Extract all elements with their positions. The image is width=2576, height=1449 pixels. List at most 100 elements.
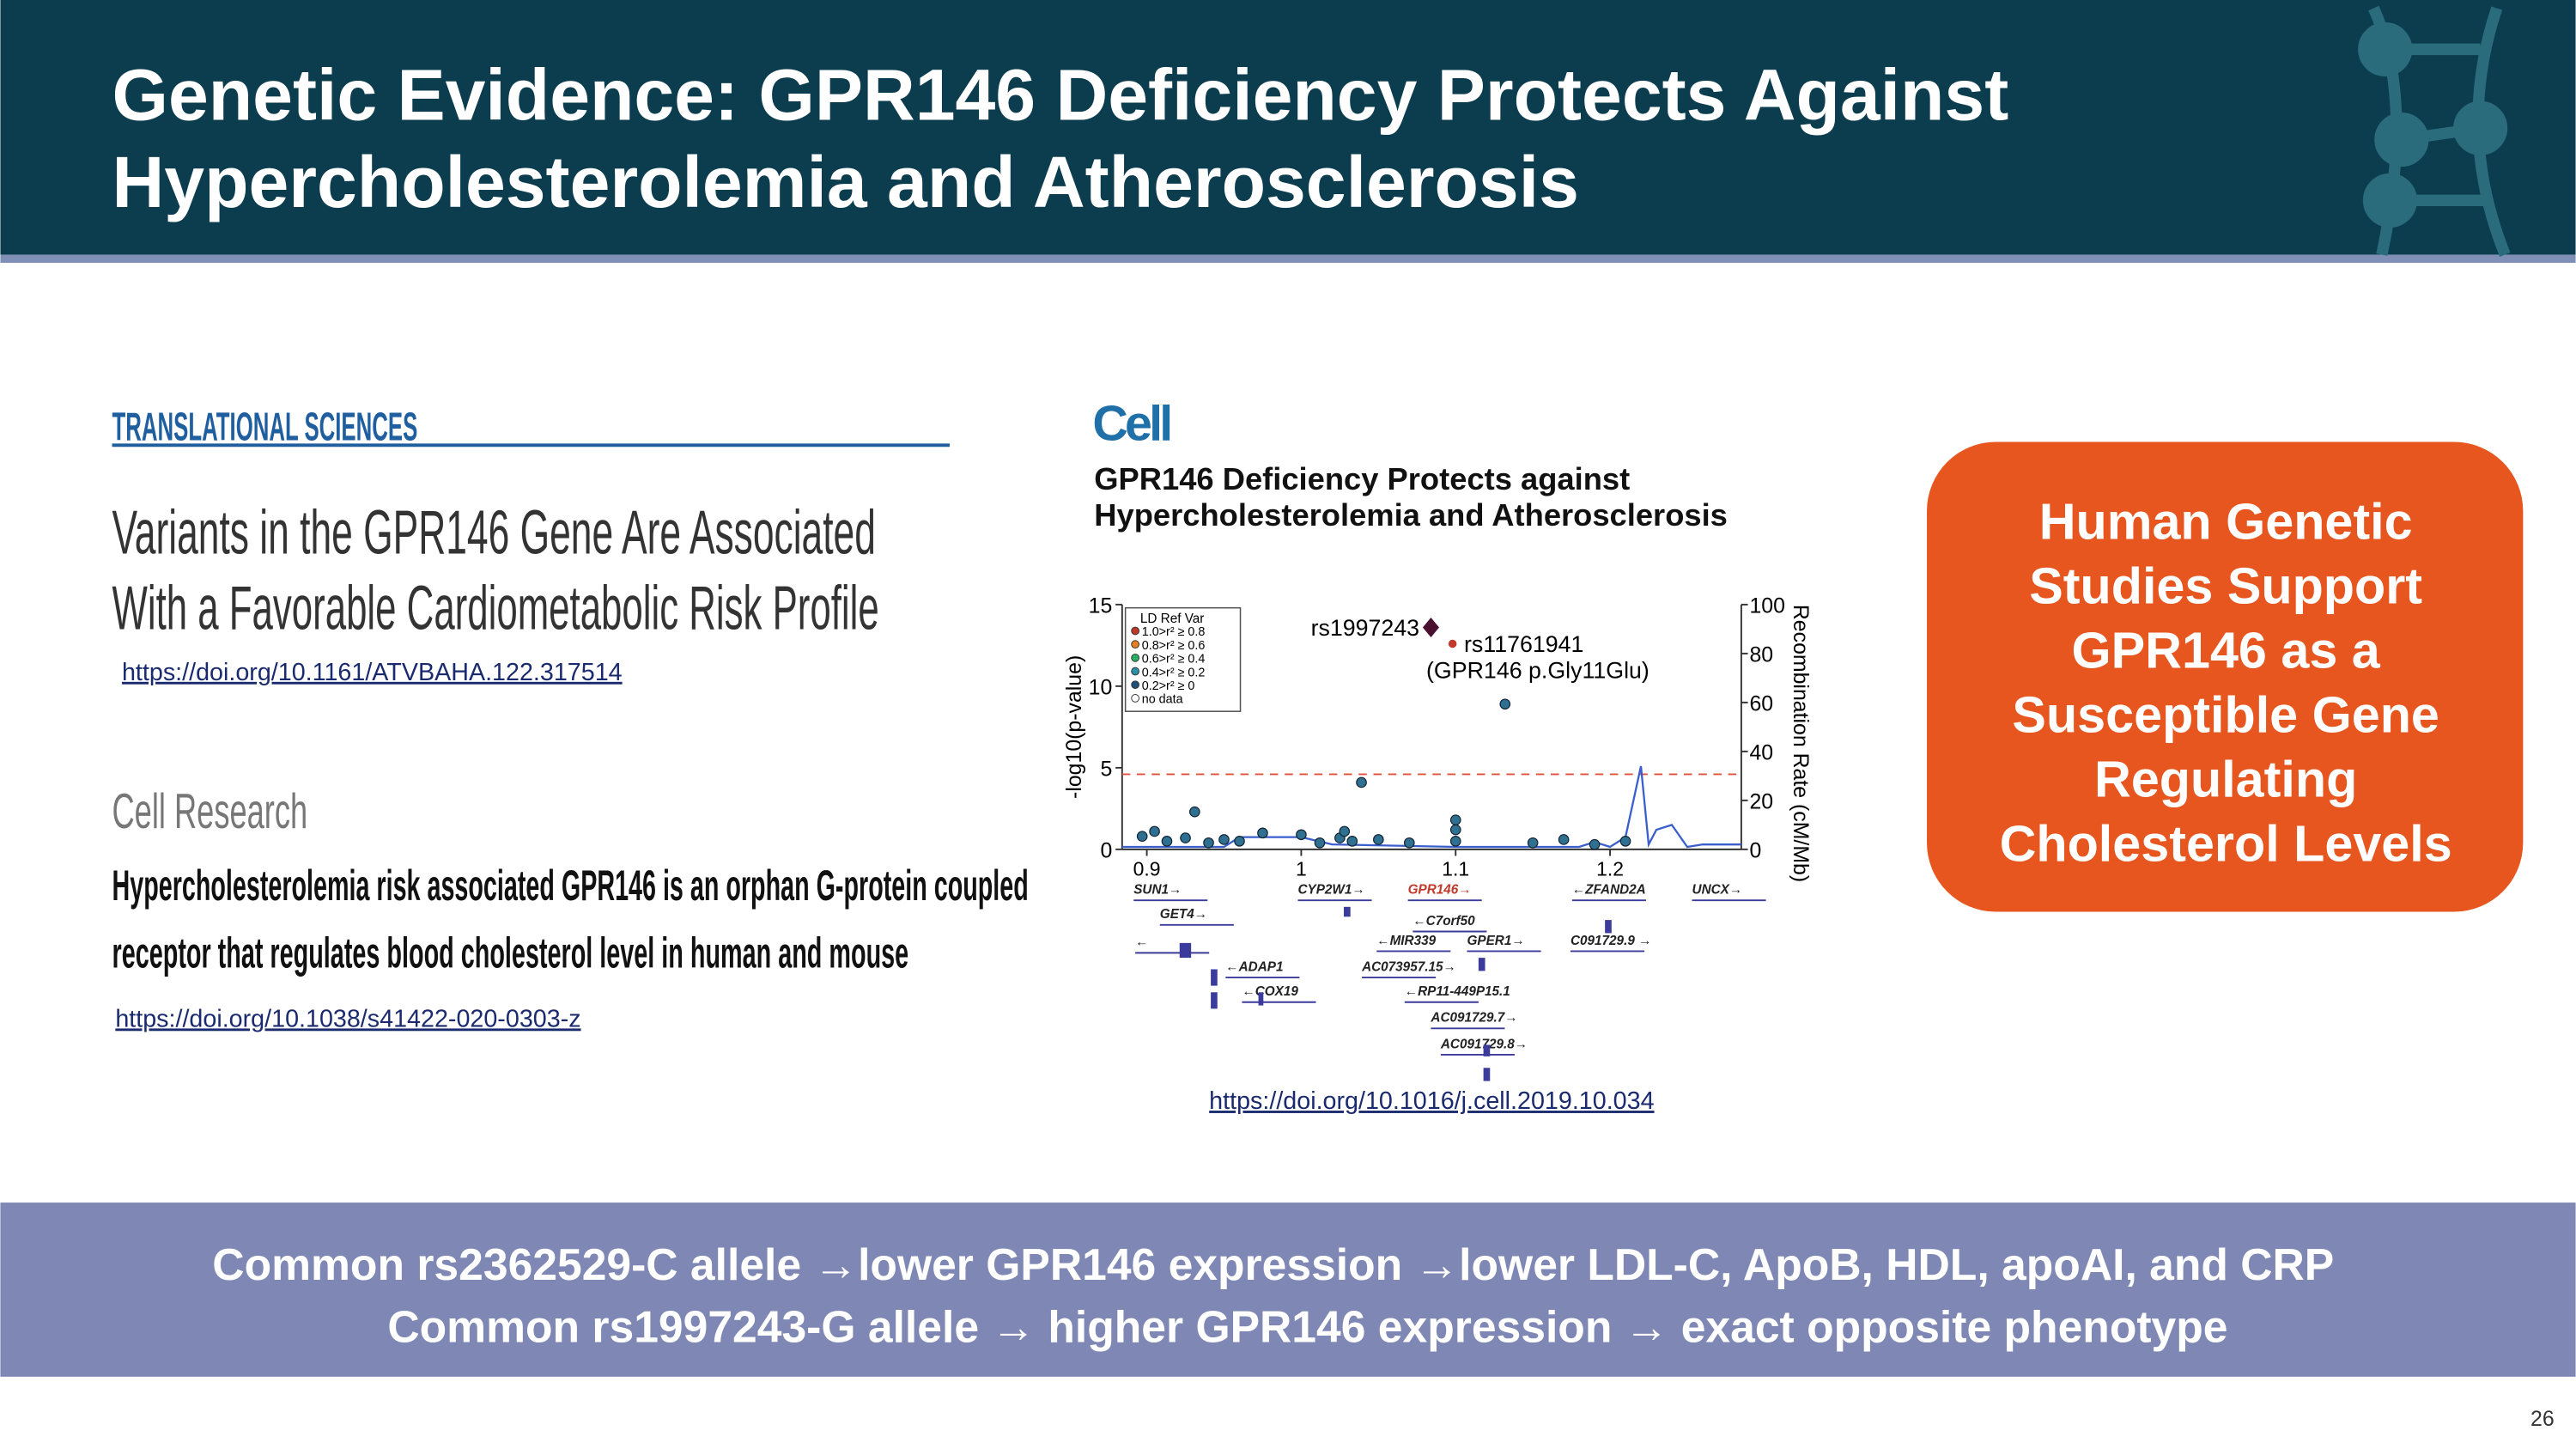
- legend-swatch: [1131, 667, 1139, 676]
- gene-label: AC091729.7→: [1430, 1011, 1517, 1026]
- snp-point: [1161, 836, 1173, 847]
- snp-point: [1180, 832, 1191, 843]
- paper-title: Hypercholesterolemia and Atherosclerosis: [1094, 497, 1728, 533]
- callout-line: Susceptible Gene: [2012, 685, 2439, 743]
- snp-point: [1189, 806, 1200, 818]
- snp-point: [1149, 825, 1160, 837]
- snp-point: [1373, 834, 1384, 845]
- y2-tick-label: 80: [1749, 642, 1773, 667]
- gene-label: ←RP11-449P15.1: [1405, 984, 1510, 999]
- y-tick-label: 5: [1101, 757, 1113, 781]
- callout-line: Cholesterol Levels: [2000, 814, 2452, 872]
- y2-tick-label: 60: [1749, 691, 1773, 715]
- journal-name: TRANSLATIONAL SCIENCES: [112, 405, 418, 449]
- gene-label: ←COX19: [1242, 984, 1298, 999]
- y-tick-label: 10: [1089, 675, 1113, 699]
- callout-line: Human Genetic: [2039, 492, 2413, 550]
- title-line: Hypercholesterolemia and Atherosclerosis: [112, 142, 1579, 222]
- snp-point: [1449, 824, 1461, 836]
- gene-label: CYP2W1→: [1297, 883, 1364, 898]
- callout-text: Human Genetic Studies Support GPR146 as a S…: [2000, 492, 2452, 872]
- snp-point: [1339, 825, 1351, 837]
- snp-point: [1346, 836, 1358, 847]
- snp-point: [1218, 834, 1230, 845]
- exon: [1478, 958, 1485, 971]
- y-axis-label: -log10(p-value): [1062, 655, 1086, 799]
- callout-line: GPR146 as a: [2072, 621, 2381, 679]
- snp-point: [1558, 834, 1570, 845]
- exon: [1483, 1068, 1491, 1081]
- exon: [1483, 1044, 1491, 1056]
- snp-point: [1589, 838, 1601, 850]
- snp-point: [1136, 831, 1148, 842]
- variant-note: (GPR146 p.Gly11Glu): [1426, 658, 1649, 684]
- gene-label: UNCX→: [1692, 883, 1743, 898]
- y2-tick-label: 20: [1749, 789, 1773, 813]
- gene-label: C091729.9 →: [1571, 934, 1651, 948]
- gene-label: ←MIR339: [1376, 934, 1436, 948]
- paper-title: Variants in the GPR146 Gene Are Associat…: [112, 498, 876, 568]
- locus-plot: 0 5 10 15 0 20 40 60 80 100 0.9 1 1.1 1.2 -log10(p-val…: [1062, 594, 1813, 1081]
- y-tick-label: 0: [1101, 838, 1113, 862]
- paper-title: Hypercholesterolemia risk associated GPR…: [112, 861, 1029, 910]
- snp-point: [1296, 829, 1307, 841]
- callout-box: [1927, 441, 2524, 912]
- lead-snp: [1422, 617, 1440, 637]
- legend-entry: 0.8>r² ≥ 0.6: [1142, 639, 1206, 653]
- y2-tick-label: 100: [1749, 594, 1784, 618]
- snp-point: [1499, 698, 1511, 710]
- callout-line: Studies Support: [2029, 557, 2422, 614]
- logo: [2358, 5, 2511, 257]
- gene-label: ←C7orf50: [1413, 914, 1475, 928]
- header-stripe: [0, 254, 2576, 264]
- doi-link[interactable]: https://doi.org/10.1161/ATVBAHA.122.3175…: [122, 659, 623, 686]
- gene-label: AC091729.8→: [1440, 1037, 1528, 1051]
- gene-label: GPER1→: [1467, 934, 1524, 948]
- snp-point: [1234, 836, 1245, 847]
- legend-entry: 0.6>r² ≥ 0.4: [1142, 653, 1206, 667]
- y-tick-label: 15: [1089, 594, 1113, 618]
- exon: [1211, 992, 1218, 1009]
- snp-point: [1527, 837, 1539, 849]
- paper-title: GPR146 Deficiency Protects against: [1094, 461, 1630, 496]
- legend-entry: 0.2>r² ≥ 0: [1142, 679, 1195, 693]
- variant-label: rs11761941: [1464, 631, 1583, 657]
- snp-point: [1257, 827, 1268, 839]
- y2-axis-label: Recombination Rate (cM/Mb): [1789, 605, 1813, 882]
- x-tick-label: 1.1: [1442, 857, 1469, 880]
- legend-title: LD Ref Var: [1140, 612, 1205, 626]
- title-line: Genetic Evidence: GPR146 Deficiency Prot…: [112, 55, 2009, 136]
- page-number: 26: [2530, 1407, 2555, 1431]
- journal-name: Cell: [1092, 397, 1170, 452]
- recombination-line: [1121, 765, 1741, 849]
- snp-point: [1619, 836, 1631, 847]
- gene-label: ←: [1135, 935, 1148, 950]
- x-tick-label: 0.9: [1133, 857, 1161, 880]
- doi-link[interactable]: https://doi.org/10.1016/j.cell.2019.10.0…: [1209, 1087, 1654, 1115]
- exon: [1344, 906, 1351, 917]
- x-tick-label: 1.2: [1596, 857, 1624, 880]
- gene-label: SUN1→: [1133, 883, 1182, 898]
- gene-label: GPR146→: [1408, 883, 1472, 898]
- legend-swatch: [1131, 640, 1139, 649]
- exon: [1179, 942, 1192, 959]
- doi-link[interactable]: https://doi.org/10.1038/s41422-020-0303-…: [115, 1005, 580, 1032]
- snp-point: [1403, 837, 1415, 849]
- legend-swatch: [1131, 694, 1139, 703]
- legend-entry: 1.0>r² ≥ 0.8: [1142, 625, 1206, 639]
- y2-tick-label: 40: [1749, 740, 1773, 764]
- snp-point: [1314, 837, 1326, 849]
- legend-swatch: [1131, 680, 1139, 690]
- exon: [1258, 992, 1264, 1006]
- exon: [1605, 920, 1612, 934]
- lead-label: rs1997243: [1311, 615, 1420, 641]
- x-tick-label: 1: [1296, 857, 1307, 880]
- paper-title: receptor that regulates blood cholestero…: [112, 929, 909, 977]
- legend-box: [1124, 606, 1242, 712]
- header-band: [0, 0, 2576, 255]
- y2-tick-label: 0: [1749, 838, 1761, 862]
- gene-label: ←ADAP1: [1225, 959, 1283, 974]
- footer-line: Common rs1997243-G allele → higher GPR14…: [387, 1302, 2227, 1352]
